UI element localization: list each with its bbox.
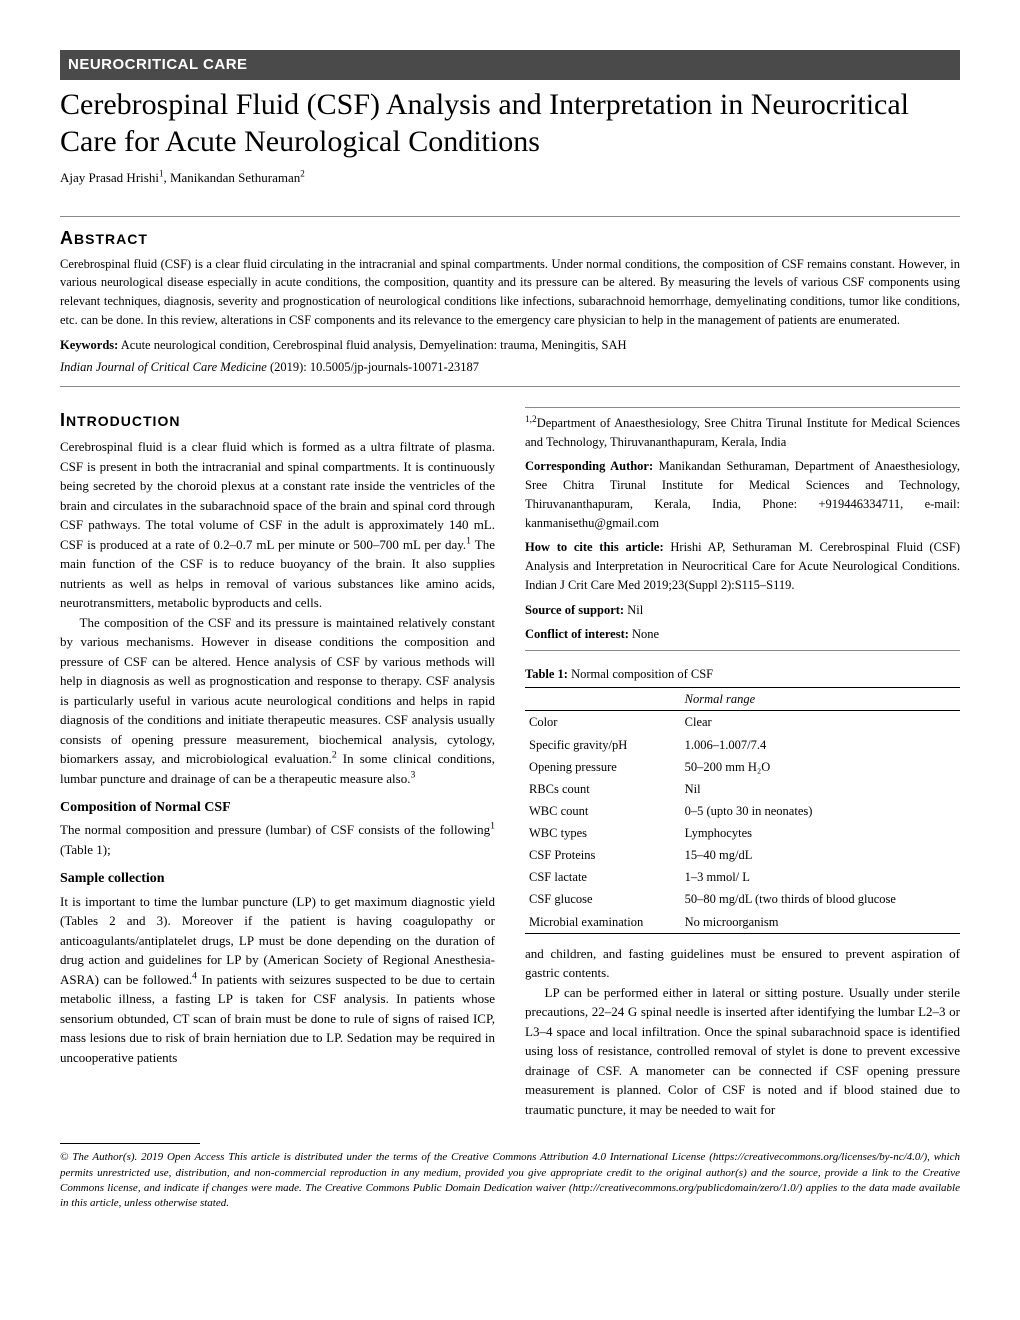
keywords-line: Keywords: Acute neurological condition, … [60,336,960,354]
author-1-name: Ajay Prasad Hrishi [60,170,159,185]
table-row: WBC typesLymphocytes [525,822,960,844]
affil-cite: How to cite this article: Hrishi AP, Set… [525,538,960,594]
table-cell-key: WBC types [525,822,681,844]
table-cell-value: 50–200 mm H₂O [681,756,960,778]
table1-header-row: Normal range [525,688,960,711]
support-text: Nil [624,603,643,617]
table-cell-value: 0–5 (upto 30 in neonates) [681,800,960,822]
abstract-text: Cerebrospinal fluid (CSF) is a clear flu… [60,255,960,330]
authors-line: Ajay Prasad Hrishi1, Manikandan Sethuram… [60,169,960,188]
table-row: Opening pressure50–200 mm H₂O [525,756,960,778]
category-banner: NEUROCRITICAL CARE [60,50,960,80]
table-row: CSF glucose50–80 mg/dL (two thirds of bl… [525,888,960,910]
cite-label: How to cite this article: [525,540,664,554]
table-cell-value: 1.006–1.007/7.4 [681,734,960,756]
table-cell-value: No microorganism [681,911,960,934]
abstract-heading-rest: BSTRACT [74,231,148,247]
conflict-text: None [629,627,659,641]
subhead-sample: Sample collection [60,869,495,889]
affil-dept-text: Department of Anaesthesiology, Sree Chit… [525,416,960,449]
composition-ref: 1 [490,821,495,832]
affiliations-box: 1,2Department of Anaesthesiology, Sree C… [525,407,960,651]
col2-para-1: and children, and fasting guidelines mus… [525,944,960,983]
sample-para: It is important to time the lumbar punct… [60,892,495,1068]
footer-rule [60,1143,200,1144]
table1-header-range: Normal range [681,688,960,711]
intro-p2-ref2: 3 [410,769,415,780]
composition-para: The normal composition and pressure (lum… [60,820,495,859]
col2-para-2: LP can be performed either in lateral or… [525,983,960,1120]
affil-corresponding: Corresponding Author: Manikandan Sethura… [525,457,960,532]
article-title: Cerebrospinal Fluid (CSF) Analysis and I… [60,86,960,161]
left-column: INTRODUCTION Cerebrospinal fluid is a cl… [60,407,495,1119]
keywords-text: Acute neurological condition, Cerebrospi… [118,338,626,352]
keywords-label: Keywords: [60,338,118,352]
table-row: CSF Proteins15–40 mg/dL [525,844,960,866]
conflict-label: Conflict of interest: [525,627,629,641]
intro-para-1: Cerebrospinal fluid is a clear fluid whi… [60,437,495,613]
affil-sup: 1,2 [525,415,537,425]
table-cell-key: CSF Proteins [525,844,681,866]
table-cell-key: Opening pressure [525,756,681,778]
affil-support: Source of support: Nil [525,601,960,620]
journal-rest: (2019): 10.5005/jp-journals-10071-23187 [267,360,479,374]
table-cell-key: CSF glucose [525,888,681,910]
table-cell-key: Specific gravity/pH [525,734,681,756]
subhead-composition: Composition of Normal CSF [60,798,495,818]
table-cell-key: Microbial examination [525,911,681,934]
table-cell-value: Nil [681,778,960,800]
corr-label: Corresponding Author: [525,459,653,473]
affil-dept: 1,2Department of Anaesthesiology, Sree C… [525,414,960,452]
table-cell-value: 15–40 mg/dL [681,844,960,866]
affil-conflict: Conflict of interest: None [525,625,960,644]
table1-caption-text: Normal composition of CSF [568,667,713,681]
table-cell-key: RBCs count [525,778,681,800]
right-column: 1,2Department of Anaesthesiology, Sree C… [525,407,960,1119]
abstract-heading-initial: A [60,228,74,248]
support-label: Source of support: [525,603,624,617]
abstract-heading: ABSTRACT [60,225,960,251]
license-text: © The Author(s). 2019 Open Access This a… [60,1150,960,1212]
table-row: RBCs countNil [525,778,960,800]
table-row: Specific gravity/pH1.006–1.007/7.4 [525,734,960,756]
table-cell-value: Lymphocytes [681,822,960,844]
abstract-block: ABSTRACT Cerebrospinal fluid (CSF) is a … [60,216,960,387]
table1-caption: Table 1: Normal composition of CSF [525,665,960,683]
composition-p-b: (Table 1); [60,842,111,857]
table1-label: Table 1: [525,667,568,681]
intro-heading: INTRODUCTION [60,407,495,433]
intro-para-2: The composition of the CSF and its press… [60,613,495,789]
table-cell-key: Color [525,711,681,734]
table-cell-key: WBC count [525,800,681,822]
author-2-name: Manikandan Sethuraman [170,170,300,185]
intro-p1a: Cerebrospinal fluid is a clear fluid whi… [60,439,495,552]
table1-header-empty [525,688,681,711]
table-row: ColorClear [525,711,960,734]
table-row: WBC count0–5 (upto 30 in neonates) [525,800,960,822]
journal-line: Indian Journal of Critical Care Medicine… [60,358,960,376]
intro-heading-rest: NTRODUCTION [66,413,180,429]
intro-p2a: The composition of the CSF and its press… [60,615,495,767]
table-cell-value: 50–80 mg/dL (two thirds of blood glucose [681,888,960,910]
table-cell-key: CSF lactate [525,866,681,888]
table-row: CSF lactate1–3 mmol/ L [525,866,960,888]
author-2-sup: 2 [300,168,305,178]
table1: Normal range ColorClearSpecific gravity/… [525,687,960,933]
journal-name: Indian Journal of Critical Care Medicine [60,360,267,374]
composition-p-a: The normal composition and pressure (lum… [60,822,490,837]
table-row: Microbial examinationNo microorganism [525,911,960,934]
two-column-body: INTRODUCTION Cerebrospinal fluid is a cl… [60,407,960,1119]
table-cell-value: Clear [681,711,960,734]
table-cell-value: 1–3 mmol/ L [681,866,960,888]
